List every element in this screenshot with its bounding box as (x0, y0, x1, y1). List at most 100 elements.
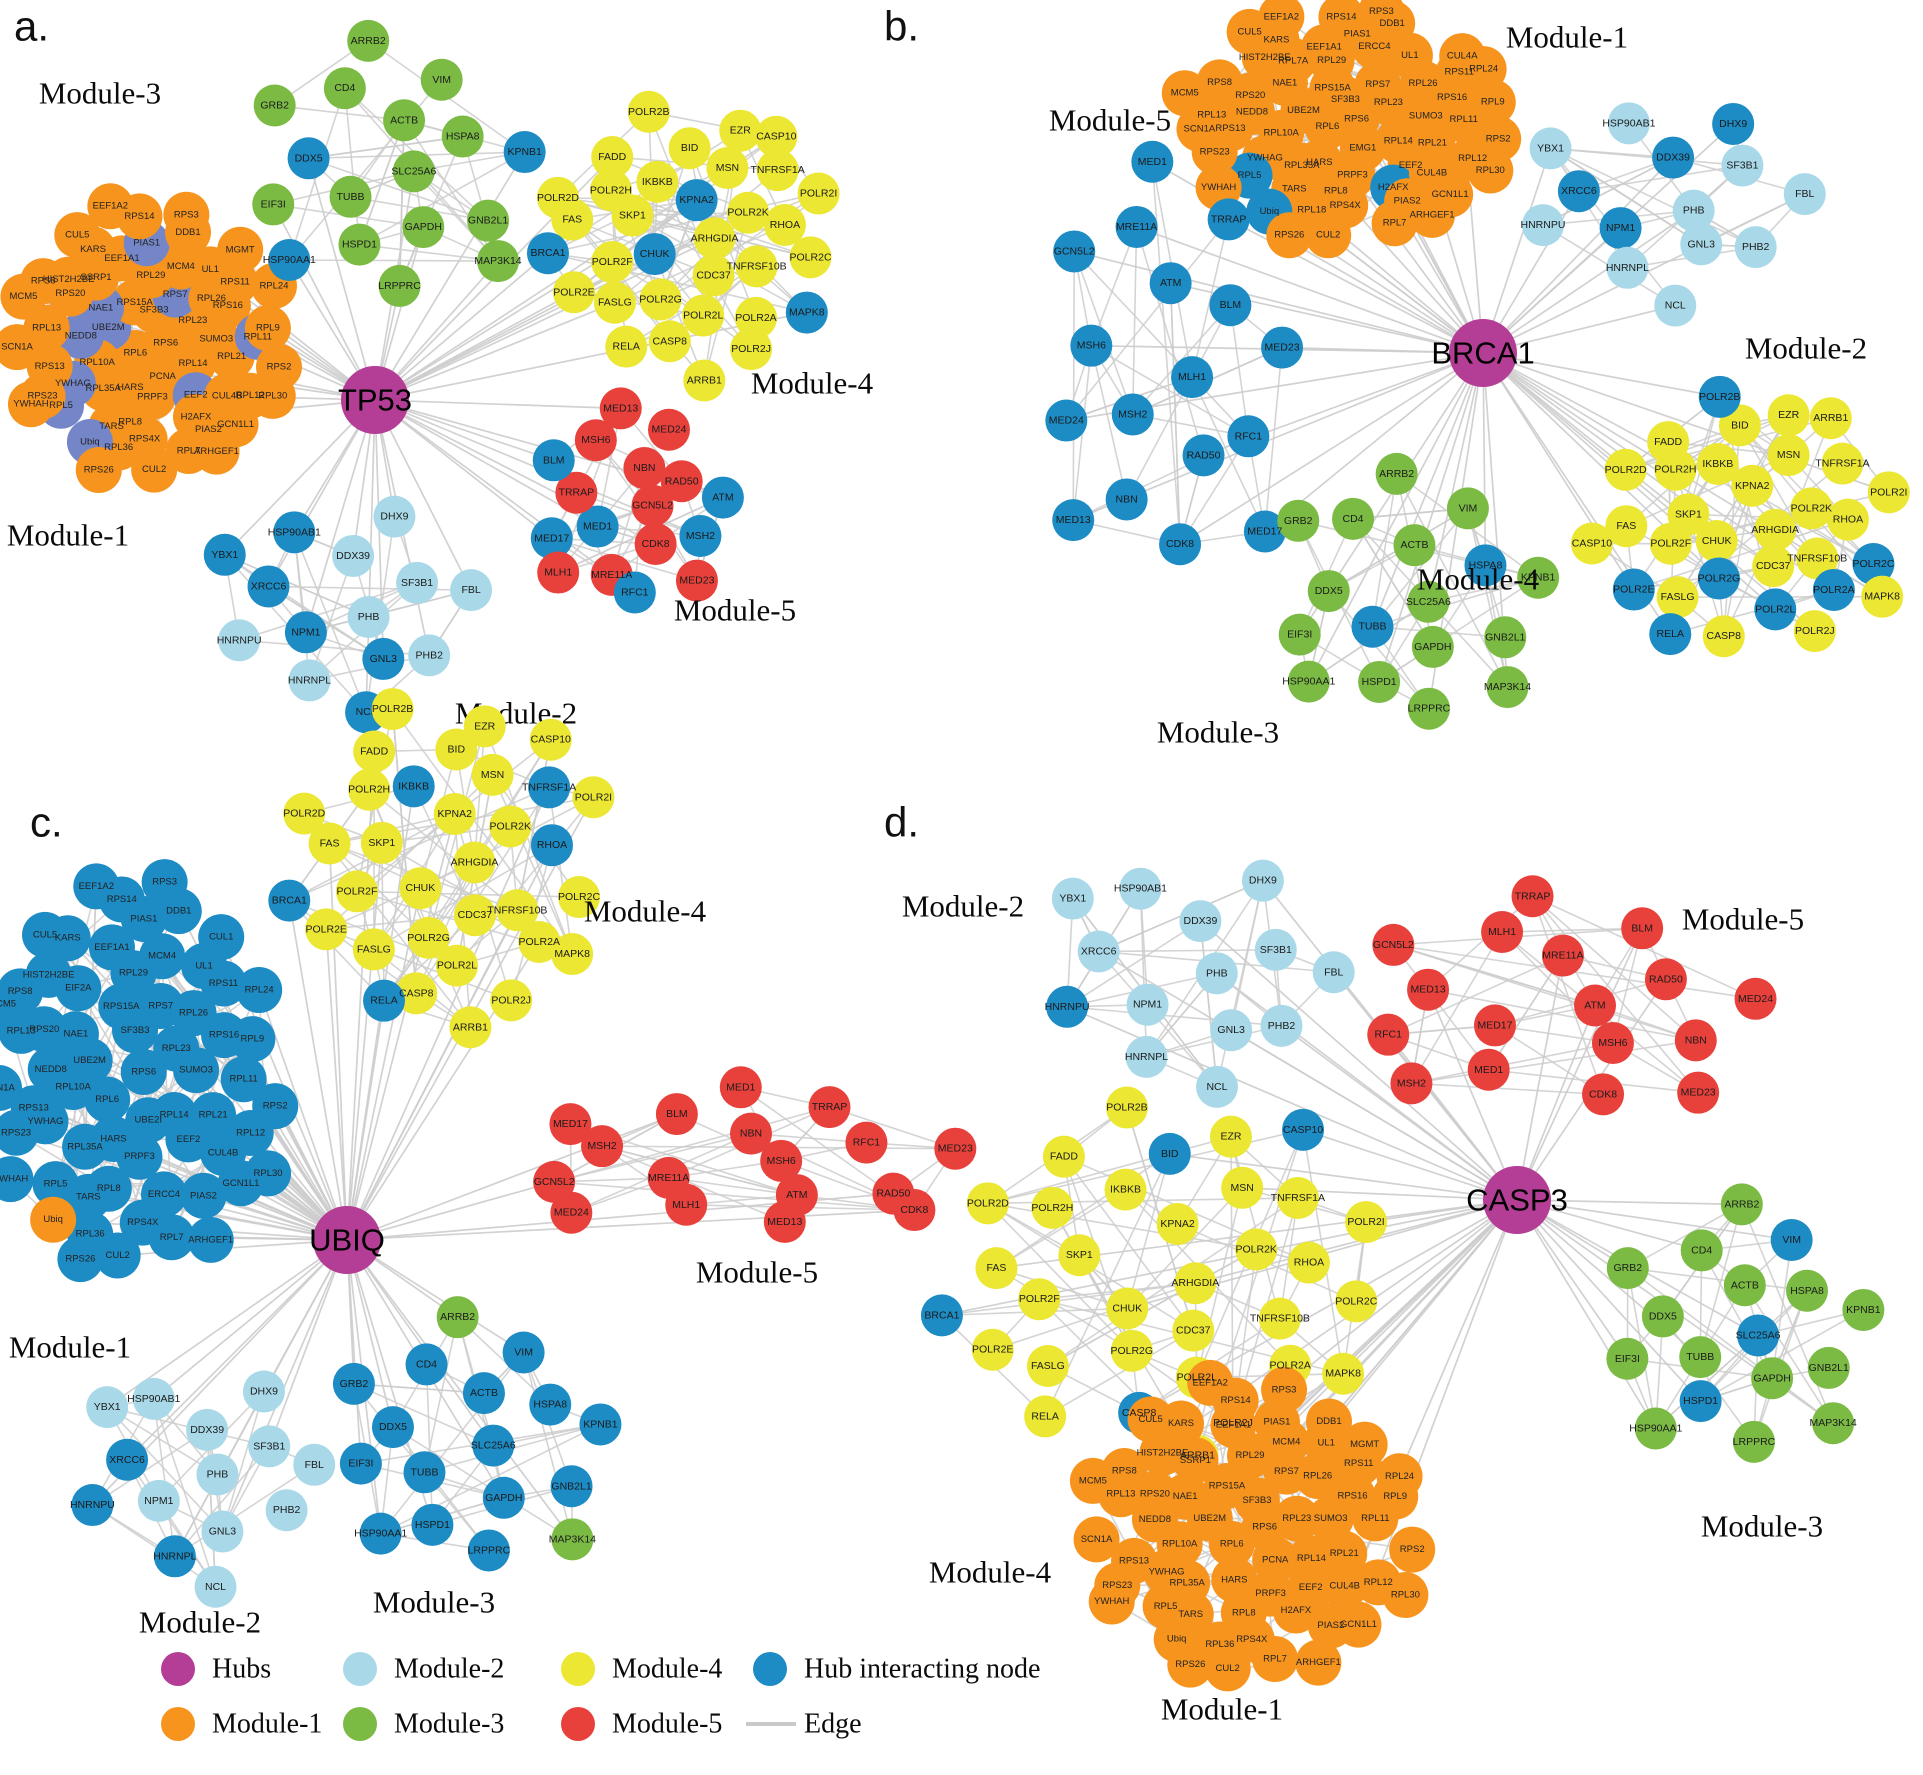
node-POLR2E (1612, 568, 1655, 611)
node-GNB2L1 (1807, 1346, 1850, 1389)
node-label: RPL30 (258, 390, 287, 401)
node-MED1 (1131, 140, 1174, 183)
node-label: PHB (1206, 967, 1228, 979)
node-SLC25A6 (392, 150, 435, 193)
node-label: LRPPRC (1408, 703, 1451, 715)
node-label: KARS (1168, 1418, 1194, 1429)
edge (106, 1406, 218, 1476)
legend-label-hubs: Hubs (212, 1654, 271, 1685)
edge (1199, 921, 1218, 1087)
node-CD4 (405, 1343, 448, 1386)
node-PHB2 (265, 1489, 308, 1532)
node-SLC25A6 (1737, 1314, 1780, 1357)
node-label: YBX1 (211, 549, 238, 561)
node-label: RPS6 (153, 337, 178, 348)
node-YWHAH (1088, 1578, 1135, 1625)
node-label: RPS20 (29, 1024, 59, 1035)
hub-label-UBIQ: UBIQ (309, 1223, 385, 1258)
node-label: RPS2 (1400, 1544, 1425, 1555)
node-label: MRE11A (1116, 221, 1157, 233)
node-MCM5 (1069, 1457, 1116, 1504)
node-label: RPL26 (1409, 78, 1438, 89)
node-label: GNB2L1 (468, 215, 508, 227)
node-MAP3K14 (477, 240, 520, 283)
node-label: GNL3 (370, 653, 398, 665)
node-LRPPRC (1407, 687, 1450, 730)
node-CHUK (1106, 1287, 1149, 1330)
node-label: SCN1A (1081, 1534, 1113, 1545)
node-label: HNRNPL (1606, 262, 1649, 274)
node-label: HSP90AA1 (263, 254, 316, 266)
node-label: MLH1 (1178, 371, 1206, 383)
hub-edge (1427, 989, 1518, 1201)
node-label: RPL13 (32, 322, 61, 333)
node-MLH1 (1481, 911, 1524, 954)
node-RPL11 (220, 1056, 267, 1103)
node-SCN1A (1176, 105, 1223, 152)
edge (1090, 226, 1138, 346)
node-POLR2G (1697, 557, 1740, 600)
node-label: DDX5 (295, 152, 323, 164)
node-RPL21 (1321, 1530, 1368, 1577)
node-label: KPNA2 (438, 808, 473, 820)
node-label: RPL5 (1154, 1601, 1178, 1612)
node-label: POLR2G (1110, 1345, 1153, 1357)
node-label: LRPPRC (378, 280, 421, 292)
node-label: RPL6 (1220, 1538, 1244, 1549)
node-TRRAP (555, 471, 598, 514)
node-label: MRE11A (1542, 950, 1583, 962)
node-label: SF3B3 (1331, 94, 1360, 105)
node-label: RPL9 (256, 323, 280, 334)
node-label: RPL14 (1384, 135, 1413, 146)
node-TRRAP (808, 1086, 851, 1129)
node-RAD50 (1644, 958, 1687, 1001)
node-CHUK (399, 867, 442, 910)
edge (1392, 944, 1490, 1071)
node-label: KPNB1 (583, 1418, 618, 1430)
node-label: POLR2F (1650, 538, 1691, 550)
node-label: NCL (1665, 300, 1686, 312)
node-RPS3 (1358, 0, 1405, 35)
node-RPS8 (1196, 59, 1243, 106)
node-label: PIAS2 (195, 424, 222, 435)
node-label: RAD50 (876, 1188, 910, 1200)
node-label: H2AFX (1281, 1605, 1312, 1616)
node-label: RPL6 (123, 347, 147, 358)
node-MED24 (647, 408, 690, 451)
module-label-b-module-2: Module-2 (1745, 331, 1867, 366)
hub-edge (221, 1239, 348, 1532)
node-RPS7 (1354, 61, 1401, 108)
node-label: RPL9 (1383, 1491, 1407, 1502)
node-ARHGEF1 (1295, 1639, 1342, 1686)
node-label: UBE2I (135, 1115, 162, 1126)
node-POLR2I (572, 776, 615, 819)
panel-letter-c: c. (30, 799, 63, 846)
edge (238, 582, 418, 642)
node-DDX39 (186, 1408, 229, 1451)
node-MED23 (934, 1127, 977, 1170)
node-label: ERCC4 (1358, 41, 1390, 52)
hub-edge (126, 1239, 348, 1461)
module-label-b-module-5: Module-5 (1049, 103, 1171, 138)
node-CDC37 (692, 254, 735, 297)
node-label: HSPA8 (533, 1399, 567, 1411)
edge (1625, 414, 1789, 471)
node-label: RPL5 (44, 1179, 68, 1190)
node-label: BID (1161, 1148, 1179, 1160)
edge (553, 1106, 830, 1183)
node-POLR2G (407, 916, 450, 959)
node-POLR2J (490, 979, 533, 1022)
node-MED13 (1407, 968, 1450, 1011)
hub-edge (1427, 352, 1484, 602)
node-label: MED13 (603, 402, 638, 414)
node-label: POLR2H (1031, 1202, 1073, 1214)
node-label: Ubiq (43, 1214, 63, 1225)
node-FASLG (352, 928, 395, 971)
node-label: RPS16 (213, 300, 243, 311)
node-label: UBE2M (1193, 1513, 1226, 1524)
node-YBX1 (86, 1386, 129, 1429)
node-label: SKP1 (1675, 508, 1702, 520)
node-label: SF3B3 (140, 305, 169, 316)
edge (1230, 880, 1264, 1031)
node-label: HNRNPU (217, 634, 262, 646)
